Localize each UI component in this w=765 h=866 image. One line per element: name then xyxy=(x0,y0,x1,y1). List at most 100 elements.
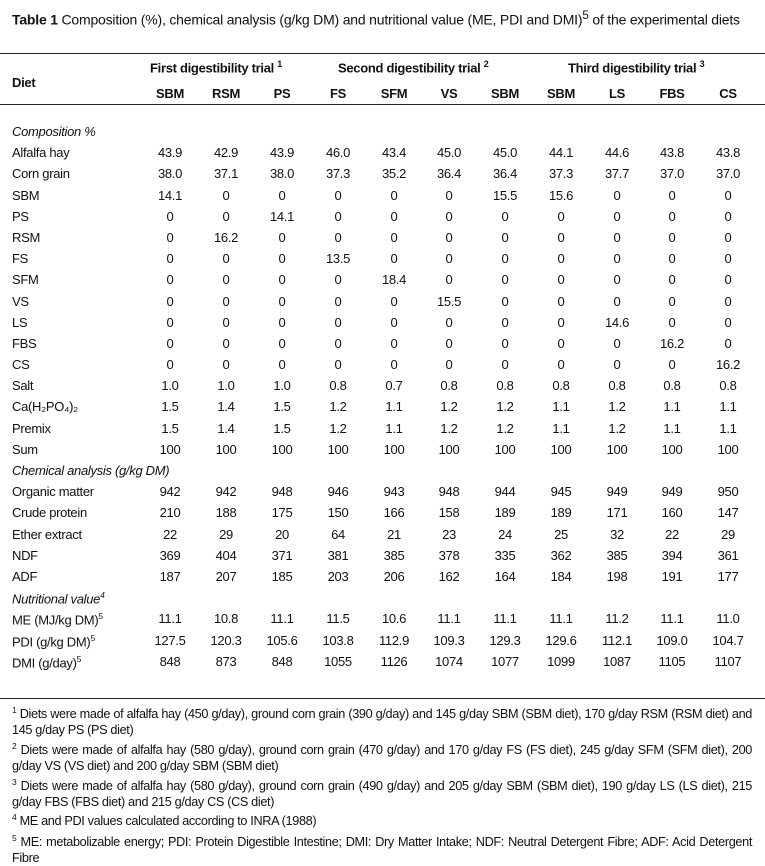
table-cell: 1.1 xyxy=(385,420,403,436)
table-cell: 0 xyxy=(613,335,621,351)
table-cell: 404 xyxy=(215,547,237,563)
table-cell: 14.1 xyxy=(269,208,295,224)
table-cell: 127.5 xyxy=(154,632,186,648)
group-sup: 3 xyxy=(699,59,705,69)
column-header: CS xyxy=(719,86,737,101)
table-cell: 1.5 xyxy=(273,399,291,415)
table-cell: 1.1 xyxy=(663,399,681,415)
table-cell: 22 xyxy=(665,526,679,542)
table-cell: 0 xyxy=(334,208,342,224)
row-label: Corn grain xyxy=(12,166,70,181)
row-label: Ether extract xyxy=(12,527,82,542)
table-cell: 1.0 xyxy=(217,378,235,394)
header-rule xyxy=(0,104,765,105)
group-sup: 2 xyxy=(483,59,489,69)
footnote-marker: 5 xyxy=(76,653,82,664)
table-cell: 0 xyxy=(278,335,286,351)
row-label: Sum xyxy=(12,442,38,457)
table-cell: 44.6 xyxy=(604,145,630,161)
group-header-first: First digestibility trial 1 xyxy=(150,59,282,75)
table-cell: 385 xyxy=(606,547,628,563)
table-cell: 11.2 xyxy=(605,611,629,627)
table-cell: 11.1 xyxy=(158,611,182,627)
table-cell: 171 xyxy=(606,505,628,521)
table-cell: 129.6 xyxy=(545,632,577,648)
table-cell: 0 xyxy=(557,357,565,373)
table-cell: 11.1 xyxy=(437,611,461,627)
table-cell: 0 xyxy=(445,272,453,288)
table-cell: 0 xyxy=(557,251,565,267)
label-text: Salt xyxy=(12,378,34,394)
table-cell: 150 xyxy=(327,505,349,521)
table-cell: 361 xyxy=(717,547,739,563)
table-cell: 100 xyxy=(661,441,683,457)
table-cell: 1.1 xyxy=(552,399,570,415)
footnote-text: ME and PDI values calculated according t… xyxy=(16,814,317,829)
table-cell: 1.2 xyxy=(329,399,347,415)
table-cell: 944 xyxy=(494,484,516,500)
table-cell: 0 xyxy=(222,357,230,373)
table-cell: 37.3 xyxy=(325,166,351,182)
footnote-number: 3 xyxy=(12,776,17,787)
label-text: ME (MJ/kg DM) xyxy=(12,612,99,628)
table-cell: 100 xyxy=(327,441,349,457)
table-cell: 43.9 xyxy=(269,145,295,161)
table-cell: 100 xyxy=(215,441,237,457)
table-cell: 1087 xyxy=(603,653,631,669)
section-row: Composition % xyxy=(0,122,765,143)
table-cell: 23 xyxy=(442,526,456,542)
table-cell: 1.1 xyxy=(385,399,403,415)
table-cell: 0 xyxy=(222,187,230,203)
table-cell: 0 xyxy=(445,335,453,351)
table-cell: 0 xyxy=(501,208,509,224)
table-cell: 0 xyxy=(557,314,565,330)
row-label: Organic matter xyxy=(12,484,94,499)
group-header-second: Second digestibility trial 2 xyxy=(338,59,489,75)
footnote: 5 ME: metabolizable energy; PDI: Protein… xyxy=(12,831,752,866)
table-row: Salt 1.0 1.0 1.0 0.8 0.7 0.8 0.8 0.8 0.8 0.8 0.8 xyxy=(0,376,765,397)
label-text: Sum xyxy=(12,441,38,457)
table-cell: 13.5 xyxy=(325,251,351,267)
table-cell: 378 xyxy=(438,547,460,563)
label-text: Premix xyxy=(12,420,51,436)
table-cell: 0.8 xyxy=(663,378,681,394)
column-header: SFM xyxy=(380,86,408,101)
table-cell: 37.1 xyxy=(213,166,239,182)
table-cell: 1.5 xyxy=(273,420,291,436)
table-row: Organic matter 942 942 948 946 943 948 944 945 94… xyxy=(0,482,765,503)
row-label: Salt xyxy=(12,378,34,394)
table-cell: 335 xyxy=(494,547,516,563)
table-cell: 0 xyxy=(668,314,676,330)
table-cell: 381 xyxy=(327,547,349,563)
table-cell: 948 xyxy=(438,484,460,500)
table-cell: 129.3 xyxy=(489,632,521,648)
footnote: 3 Diets were made of alfalfa hay (580 g/… xyxy=(12,775,752,811)
table-cell: 15.5 xyxy=(436,293,462,309)
footnote: 1 Diets were made of alfalfa hay (450 g/… xyxy=(12,703,752,739)
table-cell: 0.8 xyxy=(329,378,347,394)
table-cell: 0 xyxy=(445,187,453,203)
table-cell: 203 xyxy=(327,568,349,584)
footnote: 4 ME and PDI values calculated according… xyxy=(12,810,752,830)
table-cell: 1055 xyxy=(324,653,352,669)
table-cell: 1.0 xyxy=(161,378,179,394)
label-text: SFM xyxy=(12,272,39,288)
table-cell: 1107 xyxy=(714,653,742,669)
table-cell: 1.2 xyxy=(440,420,458,436)
table-cell: 0 xyxy=(390,293,398,309)
section-label: Chemical analysis (g/kg DM) xyxy=(12,463,170,478)
table-row: PS 0 0 14.1 0 0 0 0 0 0 0 0 xyxy=(0,207,765,228)
table-cell: 369 xyxy=(159,547,181,563)
table-cell: 37.7 xyxy=(604,166,630,182)
table-cell: 0 xyxy=(445,251,453,267)
table-cell: 1.0 xyxy=(273,378,291,394)
section-label: Nutritional value4 xyxy=(12,590,105,606)
table-cell: 43.4 xyxy=(381,145,407,161)
table-row: Alfalfa hay 43.9 42.9 43.9 46.0 43.4 45.0 45.0 4… xyxy=(0,143,765,164)
table-cell: 0 xyxy=(613,251,621,267)
footnote-text: ME: metabolizable energy; PDI: Protein D… xyxy=(12,834,752,865)
table-cell: 20 xyxy=(275,526,289,542)
label-text: LS xyxy=(12,314,28,330)
table-cell: 175 xyxy=(271,505,293,521)
table-cell: 162 xyxy=(438,568,460,584)
